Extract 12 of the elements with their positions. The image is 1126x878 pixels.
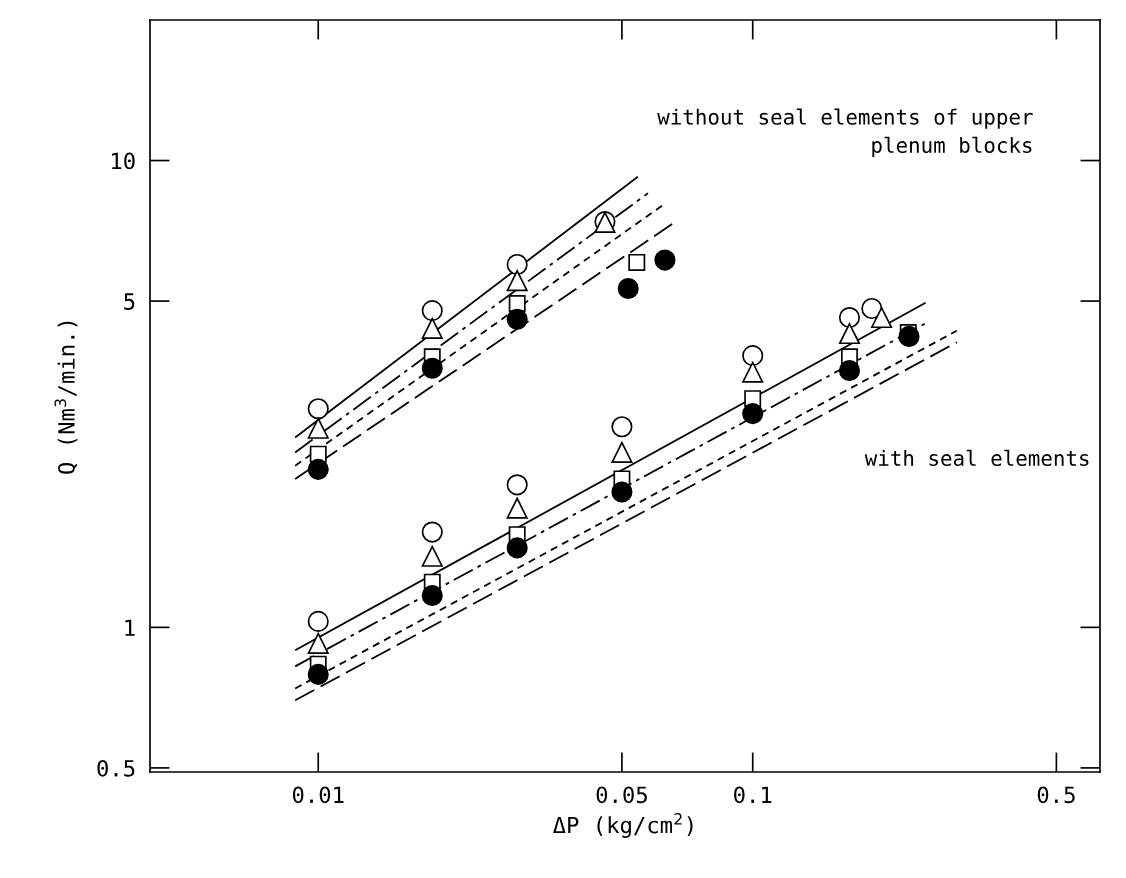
y-tick-label: 5: [124, 293, 135, 310]
x-tick-label: 0.05: [596, 786, 647, 804]
annotation: without seal elements of upper plenum blocks: [657, 108, 1033, 158]
y-tick-label: 0.5: [97, 759, 135, 777]
y-tick-label: 10: [112, 152, 135, 170]
x-tick-label: 0.01: [292, 786, 344, 804]
x-axis-title: ΔP (kg/cm$^{2}$): [553, 813, 693, 838]
annotation: with seal elements: [864, 449, 1089, 467]
x-tick-label: 0.5: [1037, 786, 1075, 804]
y-axis-title: Q (Nm$^{3}$/min.): [54, 321, 78, 474]
y-tick-label: 1: [125, 619, 135, 636]
x-tick-label: 0.1: [734, 786, 772, 804]
